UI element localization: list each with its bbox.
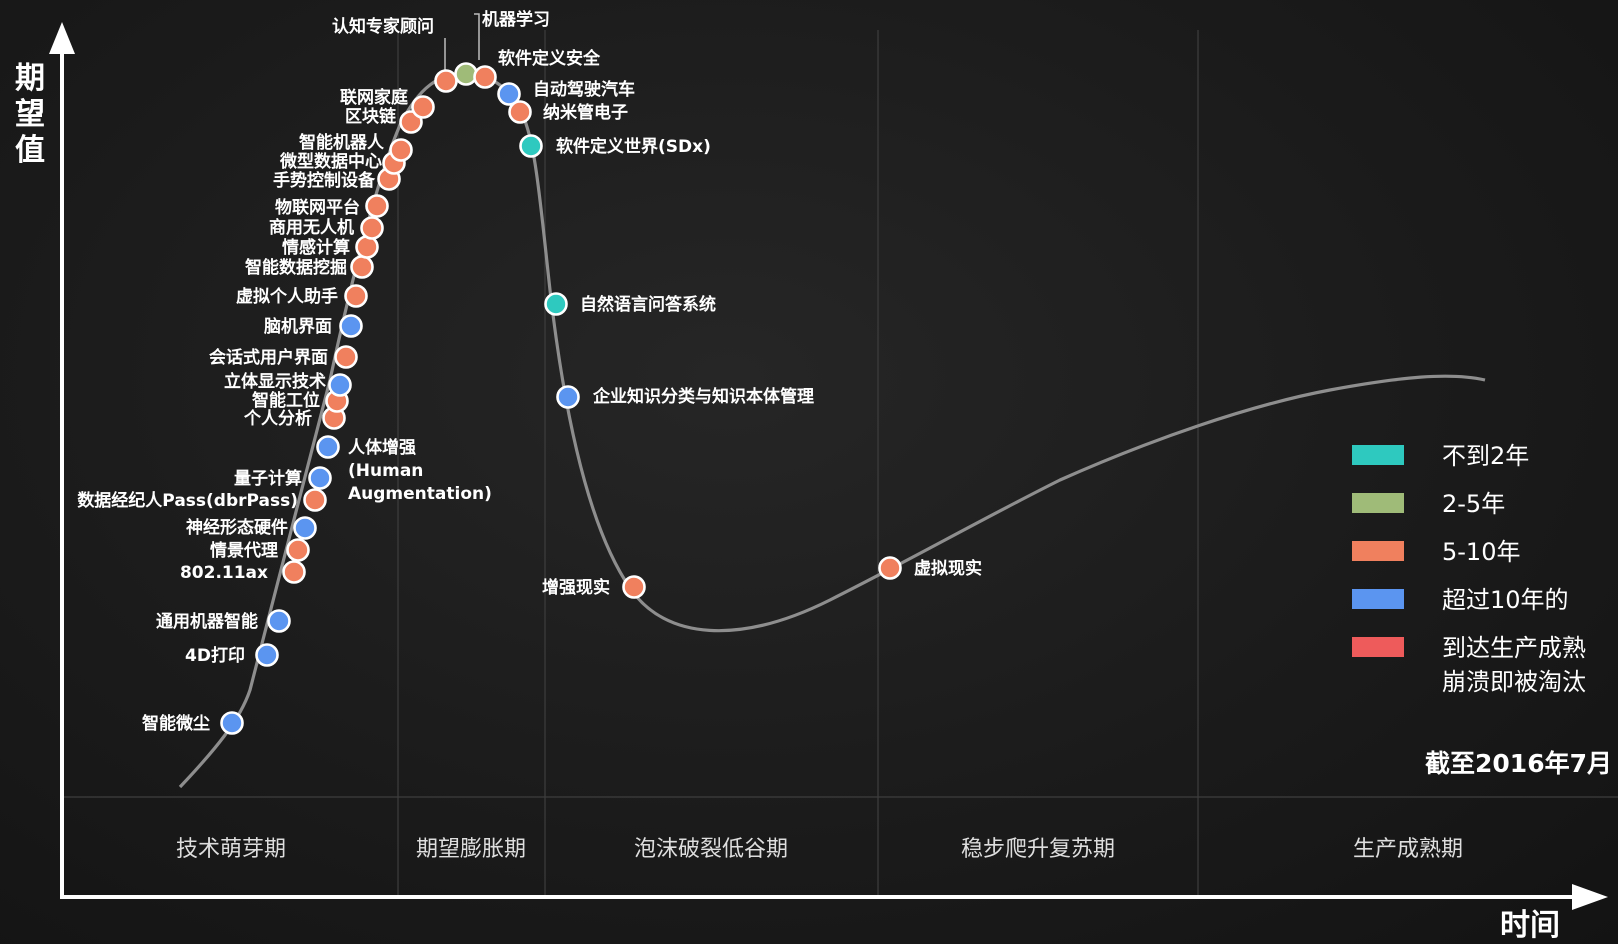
as-of-date: 截至2016年7月: [1425, 749, 1612, 778]
technology-marker: [220, 711, 244, 735]
technology-marker: [344, 284, 368, 308]
technology-label: 软件定义世界(SDx): [556, 136, 711, 157]
technology-marker: [389, 138, 413, 162]
legend-swatch: [1352, 589, 1404, 609]
technology-label: 企业知识分类与知识本体管理: [592, 386, 814, 407]
technology-label: 智能数据挖掘: [245, 257, 347, 278]
technology-label: 联网家庭: [340, 87, 408, 108]
technology-marker: [267, 609, 291, 633]
technology-label: 802.11ax: [180, 563, 268, 583]
technology-marker: [255, 643, 279, 667]
technology-marker: [454, 62, 478, 86]
technology-label: 神经形态硬件: [186, 517, 288, 538]
technology-label: 人体增强(Human Augmentation): [348, 437, 492, 504]
technology-label: 智能机器人: [299, 132, 385, 153]
technology-marker: [622, 575, 646, 599]
technology-marker: [334, 345, 358, 369]
technology-marker: [293, 516, 317, 540]
technology-label: 个人分析: [243, 408, 312, 429]
technology-marker: [303, 488, 327, 512]
technology-label: 自动驾驶汽车: [533, 79, 635, 100]
legend-swatch: [1352, 445, 1404, 465]
y-axis-title: 期望值: [15, 61, 45, 168]
technology-marker: [497, 82, 521, 106]
technology-label: 智能微尘: [142, 713, 210, 734]
legend-swatch: [1352, 541, 1404, 561]
technology-marker: [308, 466, 332, 490]
technology-label: 数据经纪人Pass(dbrPass): [77, 490, 298, 511]
technology-marker: [350, 255, 374, 279]
technology-marker: [556, 385, 580, 409]
technology-label: 物联网平台: [275, 197, 360, 218]
legend: 不到2年 2-5年 5-10年 超过10年的 到达生产成熟崩溃即被淘汰: [1352, 442, 1586, 696]
technology-marker: [473, 65, 497, 89]
technology-label: 软件定义安全: [498, 48, 601, 69]
technology-label: 虚拟现实: [914, 558, 982, 579]
technology-label: 商用无人机: [269, 217, 354, 238]
technology-marker: [328, 373, 352, 397]
technology-marker: [878, 556, 902, 580]
technology-label: 情感计算: [282, 237, 350, 258]
x-axis-arrow: [1572, 884, 1608, 910]
technology-marker: [282, 560, 306, 584]
technology-label: 量子计算: [234, 468, 302, 489]
legend-label: 不到2年: [1442, 442, 1529, 470]
technology-label: 自然语言问答系统: [580, 294, 716, 315]
legend-label: 超过10年的: [1442, 586, 1569, 614]
technology-label: 通用机器智能: [156, 611, 258, 632]
technology-label: 纳米管电子: [543, 102, 628, 123]
x-axis-title: 时间: [1500, 908, 1560, 943]
technology-marker: [544, 292, 568, 316]
technology-marker: [360, 216, 384, 240]
technology-marker: [434, 69, 458, 93]
technology-label: 增强现实: [542, 577, 610, 598]
phase-label-trigger: 技术萌芽期: [176, 837, 286, 862]
technology-label: 手势控制设备: [273, 170, 376, 191]
technology-label: 立体显示技术: [224, 371, 326, 392]
technology-marker: [399, 110, 423, 134]
technology-marker: [508, 100, 532, 124]
technology-marker: [286, 538, 310, 562]
technology-label: 情景代理: [210, 540, 278, 561]
technology-label: 认知专家顾问: [332, 16, 434, 37]
y-axis-arrow: [49, 22, 75, 54]
technology-label: 机器学习: [482, 9, 550, 30]
legend-label-multiline: 到达生产成熟崩溃即被淘汰: [1442, 634, 1586, 696]
technology-marker: [365, 194, 389, 218]
technology-marker: [339, 314, 363, 338]
technology-label: 区块链: [345, 106, 397, 127]
hype-curve: [178, 71, 1486, 789]
legend-swatch: [1352, 637, 1404, 657]
phase-label-slope: 稳步爬升复苏期: [961, 837, 1115, 862]
phase-label-plateau: 生产成熟期: [1353, 837, 1463, 862]
technology-label: 智能工位: [252, 390, 320, 411]
legend-swatch: [1352, 493, 1404, 513]
phase-label-peak: 期望膨胀期: [416, 837, 526, 862]
technology-marker: [411, 95, 435, 119]
technology-label: 虚拟个人助手: [236, 286, 338, 307]
technology-label: 4D打印: [185, 645, 245, 666]
legend-label: 5-10年: [1442, 538, 1520, 566]
technology-marker: [355, 235, 379, 259]
technology-label: 会话式用户界面: [209, 347, 328, 368]
phase-label-trough: 泡沫破裂低谷期: [634, 837, 788, 862]
technology-label: 微型数据中心: [279, 151, 382, 172]
technology-marker: [316, 435, 340, 459]
technology-marker: [519, 134, 543, 158]
technology-label: 脑机界面: [264, 316, 332, 337]
leader-line: [474, 13, 480, 60]
legend-label: 2-5年: [1442, 490, 1505, 518]
